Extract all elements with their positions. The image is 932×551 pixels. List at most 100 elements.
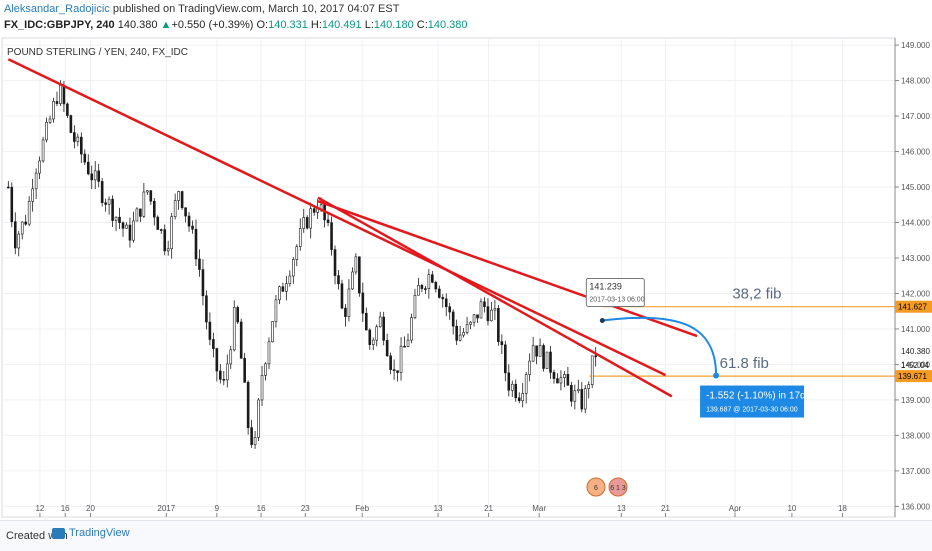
candle-body xyxy=(121,222,125,229)
candle-body xyxy=(86,161,90,175)
y-tick-label: 146.000 xyxy=(901,148,930,157)
candle-body xyxy=(375,326,379,341)
candle-body xyxy=(111,198,114,221)
y-tick-label: 136.000 xyxy=(901,502,930,511)
y-tick-label: 149.000 xyxy=(901,41,930,50)
candle-body xyxy=(80,136,83,155)
price-axis[interactable]: 149.000 148.000 147.000 146.000 145.000 144.0… xyxy=(894,38,932,517)
tradingview-brand: TradingView xyxy=(69,527,130,539)
projection-tool[interactable]: 141.239 2017-03-13 06:00 -1.552 (-1.10%) i… xyxy=(585,277,806,418)
candle-body xyxy=(330,222,333,250)
x-tick-label: 21 xyxy=(661,504,670,513)
candle-body xyxy=(132,220,135,241)
trend-line[interactable] xyxy=(7,58,667,377)
candle-body xyxy=(10,186,14,223)
candle-body xyxy=(347,288,351,317)
candle-body xyxy=(507,372,511,391)
candle-body xyxy=(41,139,45,162)
candle-body xyxy=(24,221,27,225)
candle-body xyxy=(340,283,344,309)
y-tick-label: 141.000 xyxy=(901,325,930,334)
candle-body xyxy=(392,369,396,371)
candle-body xyxy=(361,292,365,314)
candle-body xyxy=(434,282,438,290)
event-flag-icon[interactable] xyxy=(586,477,606,497)
candle-body xyxy=(500,341,504,346)
candle-body xyxy=(594,355,597,358)
candle-body xyxy=(535,345,538,357)
y-tick-label: 144.000 xyxy=(901,219,930,228)
x-tick-label: Feb xyxy=(355,504,369,513)
candle-body xyxy=(458,334,462,341)
tradingview-link[interactable]: TradingView xyxy=(52,527,130,539)
event-flag-icon[interactable] xyxy=(608,477,628,497)
x-tick-label: 16 xyxy=(61,504,70,513)
candle-body xyxy=(385,339,389,357)
candle-body xyxy=(302,217,306,229)
footer: Created with TradingView xyxy=(0,520,932,551)
candle-body xyxy=(406,339,410,347)
open-label: O: xyxy=(256,19,269,31)
candle-body xyxy=(34,172,38,190)
candle-body xyxy=(146,190,149,193)
projection-path[interactable] xyxy=(602,316,718,376)
x-tick-label: Apr xyxy=(729,504,742,513)
candle-body xyxy=(260,375,264,401)
close-value: 140.380 xyxy=(427,19,468,31)
candle-body xyxy=(83,153,87,163)
candle-body xyxy=(225,363,229,381)
candle-body xyxy=(239,321,243,359)
projection-start-point[interactable] xyxy=(599,317,605,323)
candle-body xyxy=(163,229,167,252)
x-tick-label: 18 xyxy=(838,504,847,513)
candle-body xyxy=(437,288,441,298)
event-flag-label: 6 xyxy=(594,485,598,492)
fib-levels: 38,2 fib 61.8 fib xyxy=(589,286,895,377)
candle-series xyxy=(7,80,597,449)
candle-body xyxy=(517,397,521,402)
candle-body xyxy=(55,101,59,104)
last-price: 140.380 xyxy=(117,19,158,31)
candle-body xyxy=(212,339,215,349)
candle-body xyxy=(45,122,48,141)
candle-body xyxy=(514,383,518,399)
trend-lines[interactable] xyxy=(7,58,698,398)
candle-body xyxy=(104,202,107,205)
y-tick-label: 142.000 xyxy=(901,289,930,298)
candle-body xyxy=(125,224,128,229)
projection-end-point[interactable] xyxy=(713,372,720,379)
candle-body xyxy=(309,208,312,229)
candle-body xyxy=(250,427,253,445)
candle-body xyxy=(97,170,100,182)
low-value: 140.180 xyxy=(373,19,414,31)
x-tick-label: 10 xyxy=(787,504,796,513)
event-flags[interactable]: 6 6 1 3 xyxy=(586,477,628,497)
candle-body xyxy=(152,200,156,218)
candle-body xyxy=(472,314,476,323)
price-chart[interactable]: 38,2 fib 61.8 fib 141.239 2017-03-13 06:00… xyxy=(0,0,932,520)
trend-line[interactable] xyxy=(317,200,698,338)
candle-body xyxy=(198,258,201,270)
candle-body xyxy=(538,345,542,357)
y-tick-label: 143.000 xyxy=(901,254,930,263)
candle-body xyxy=(184,207,187,217)
candle-body xyxy=(545,351,549,369)
candle-body xyxy=(187,215,191,227)
candle-body xyxy=(194,228,198,260)
y-tick-label: 148.000 xyxy=(901,77,930,86)
trend-line[interactable] xyxy=(317,196,673,398)
candle-body xyxy=(479,301,483,319)
x-tick-label: 13 xyxy=(617,504,626,513)
x-tick-label: 16 xyxy=(257,504,266,513)
time-axis[interactable]: 12 16 20 2017 9 16 23 Feb 13 21 Mar 13 21 Apr 10 18 xyxy=(35,504,847,517)
candle-body xyxy=(17,233,21,249)
candle-body xyxy=(337,275,340,285)
plot-frame xyxy=(1,37,896,518)
candle-body xyxy=(229,349,233,365)
candle-body xyxy=(114,216,118,221)
candle-body xyxy=(573,390,577,402)
change-arrow-icon: ▲ xyxy=(160,19,172,31)
author-link[interactable]: Aleksandar_Radojicic xyxy=(4,3,110,15)
candle-body xyxy=(205,295,208,323)
candle-body xyxy=(142,191,146,217)
